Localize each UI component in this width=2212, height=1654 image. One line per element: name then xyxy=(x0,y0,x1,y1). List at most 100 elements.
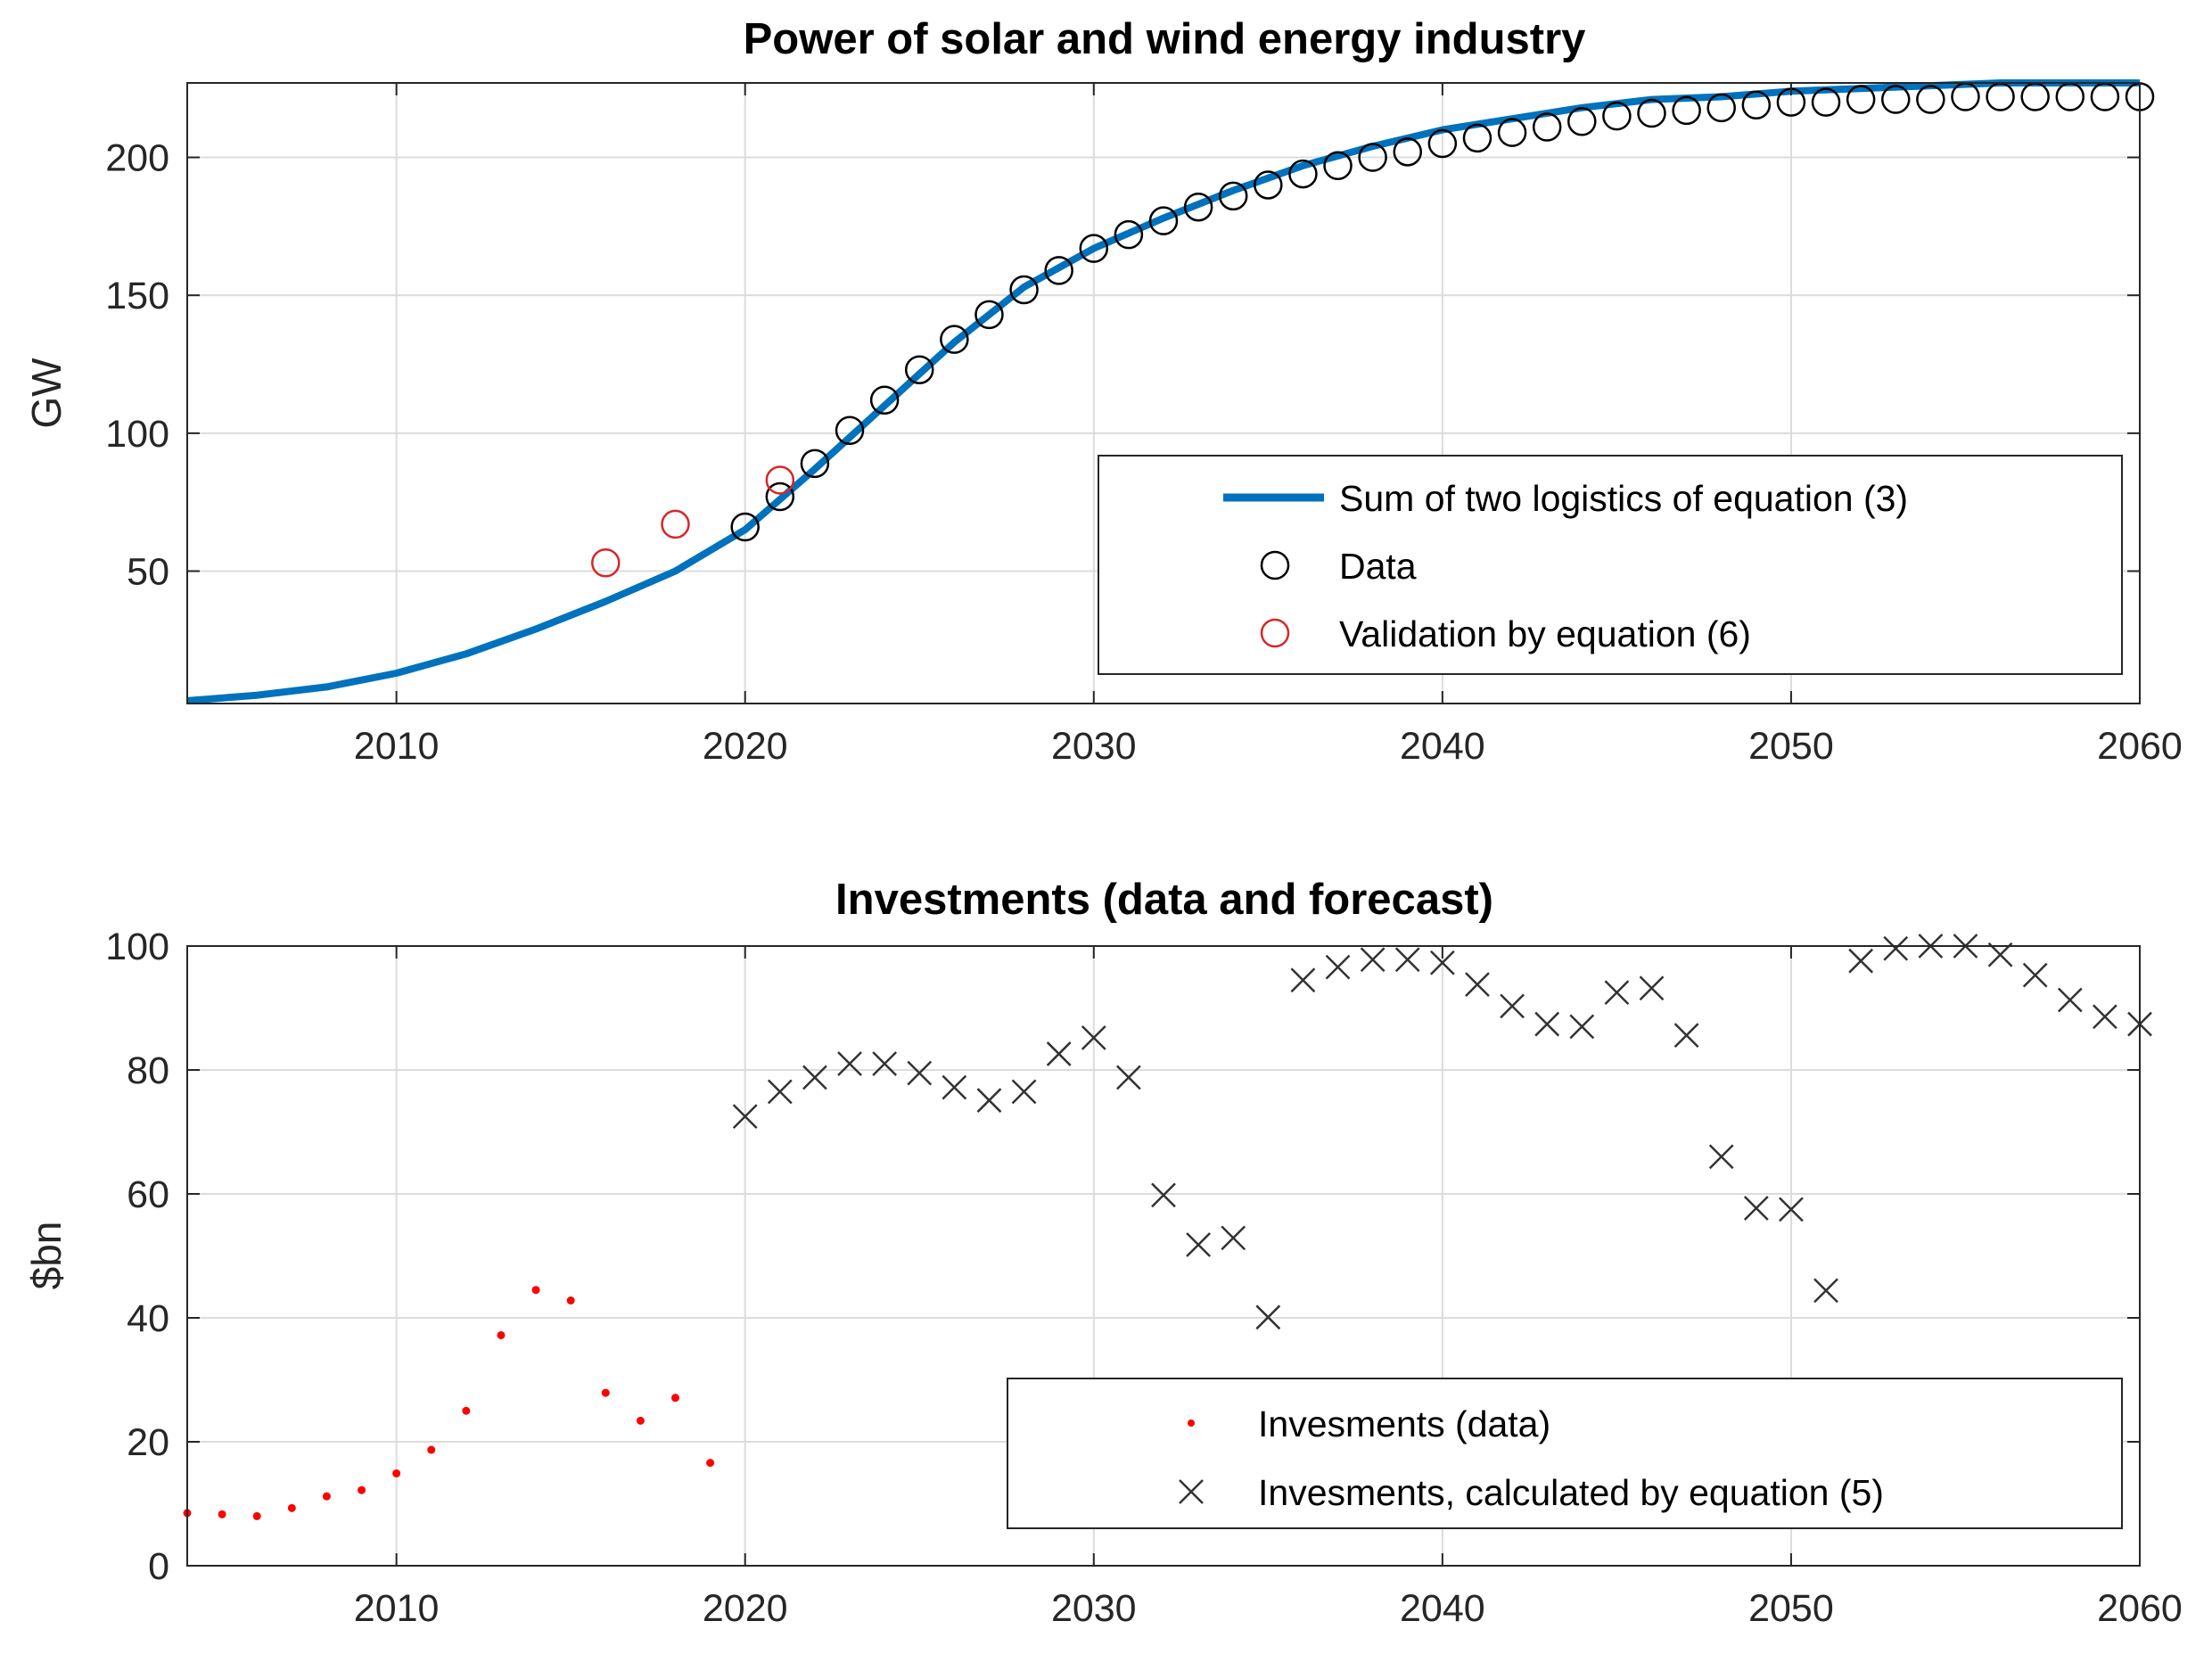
legend-label-line: Sum of two logistics of equation (3) xyxy=(1339,478,1908,519)
data-point xyxy=(1393,137,1422,167)
y-tick-label: 20 xyxy=(127,1421,169,1464)
investment-calculated-point xyxy=(1290,967,1316,993)
investment-calculated-point xyxy=(1429,950,1455,975)
x-tick-label: 2030 xyxy=(1051,725,1137,768)
data-point xyxy=(1672,95,1701,126)
investment-data-point xyxy=(392,1469,401,1477)
chart-investments: Investments (data and forecast) 2010 2020… xyxy=(23,876,2183,1630)
x-tick-label: 2020 xyxy=(703,1587,788,1630)
axes-box xyxy=(186,82,2141,704)
investment-data-point xyxy=(566,1296,575,1305)
investment-calculated-point xyxy=(1813,1278,1838,1304)
data-point xyxy=(1637,98,1666,128)
data-point xyxy=(765,481,795,512)
legend-dot-marker xyxy=(1188,1419,1195,1427)
data-point xyxy=(1462,123,1492,153)
data-point xyxy=(1323,151,1353,181)
investment-calculated-point xyxy=(872,1051,898,1076)
investment-calculated-point xyxy=(1081,1024,1106,1050)
legend-circle-marker xyxy=(1260,550,1290,580)
legend-label-calculated: Invesments, calculated by equation (5) xyxy=(1258,1472,1884,1513)
data-point xyxy=(1916,85,1945,114)
investment-calculated-point xyxy=(942,1074,967,1100)
data-point xyxy=(1148,206,1179,235)
investment-data-point xyxy=(287,1503,296,1512)
data-point xyxy=(974,300,1004,330)
data-point xyxy=(835,416,865,446)
data-point xyxy=(1288,159,1318,189)
data-point xyxy=(1567,107,1597,136)
data-point xyxy=(1532,112,1562,142)
data-point xyxy=(1741,90,1772,119)
y-tick-label: 100 xyxy=(105,926,169,968)
investment-calculated-point xyxy=(1639,975,1665,1001)
data-point xyxy=(1009,275,1039,305)
data-point xyxy=(730,512,760,542)
y-axis-label: GW xyxy=(23,358,70,429)
axes-box xyxy=(186,945,2141,1567)
data-point xyxy=(905,355,934,384)
x-tick-label: 2040 xyxy=(1400,1587,1485,1630)
legend-box xyxy=(1007,1378,2123,1529)
y-tick-label: 0 xyxy=(148,1545,169,1588)
validation-point xyxy=(765,465,795,495)
y-tick-label: 80 xyxy=(127,1049,169,1092)
investment-calculated-point xyxy=(907,1060,933,1086)
investment-calculated-point xyxy=(1708,1144,1734,1170)
y-tick-label: 50 xyxy=(127,551,169,594)
investment-data-point xyxy=(706,1459,715,1468)
legend: Sum of two logistics of equation (3) Dat… xyxy=(1098,455,2123,675)
data-point xyxy=(1044,256,1073,285)
data-point xyxy=(800,448,830,479)
axis-ticks: 2010 2020 2030 2040 2050 2060 50 100 150 200 xyxy=(105,83,2183,768)
legend-box xyxy=(1098,455,2123,675)
y-tick-label: 150 xyxy=(105,275,169,317)
investment-data-point xyxy=(462,1406,471,1415)
chart-title: Investments (data and forecast) xyxy=(835,876,1493,924)
investment-calculated-point xyxy=(1046,1041,1072,1066)
investment-calculated-point xyxy=(976,1088,1002,1113)
data-point xyxy=(1183,192,1213,222)
x-tick-label: 2030 xyxy=(1051,1587,1137,1630)
investment-calculated-point xyxy=(837,1051,862,1076)
investment-data-point xyxy=(636,1416,645,1425)
investment-calculated-point xyxy=(1500,993,1525,1019)
investment-calculated-point xyxy=(1325,954,1351,980)
investment-data-point xyxy=(671,1394,679,1403)
legend-label-data: Invesments (data) xyxy=(1258,1403,1550,1444)
investment-calculated-point xyxy=(767,1079,793,1105)
investment-calculated-point xyxy=(1987,942,2013,967)
data-series xyxy=(183,934,2152,1520)
fit-curve-line xyxy=(186,79,2140,704)
investment-calculated-point xyxy=(1743,1196,1769,1221)
investment-data-point xyxy=(601,1388,610,1397)
investment-data-point xyxy=(322,1492,331,1501)
investment-calculated-point xyxy=(1116,1065,1141,1090)
data-point xyxy=(1254,170,1283,200)
investment-calculated-point xyxy=(2022,962,2048,988)
y-tick-label: 100 xyxy=(105,413,169,456)
data-point xyxy=(940,325,969,354)
x-tick-label: 2020 xyxy=(703,725,788,768)
investment-calculated-point xyxy=(1011,1079,1037,1105)
investment-calculated-point xyxy=(1848,948,1874,974)
x-tick-label: 2050 xyxy=(1748,1587,1834,1630)
data-point xyxy=(1706,93,1736,123)
legend-label-data: Data xyxy=(1339,546,1417,587)
data-point xyxy=(1846,85,1876,114)
investment-calculated-point xyxy=(1883,935,1909,961)
investment-calculated-point xyxy=(1604,980,1630,1006)
investment-calculated-point xyxy=(1673,1023,1699,1048)
x-tick-label: 2010 xyxy=(354,725,440,768)
y-tick-label: 60 xyxy=(127,1173,169,1216)
legend-validation-marker xyxy=(1260,618,1290,648)
data-point xyxy=(1218,181,1248,211)
data-series xyxy=(186,79,2155,704)
investment-data-point xyxy=(252,1511,261,1520)
investment-data-point xyxy=(218,1510,226,1518)
investment-data-point xyxy=(531,1286,540,1295)
legend-label-validation: Validation by equation (6) xyxy=(1339,613,1751,654)
data-point xyxy=(1811,87,1841,117)
investment-data-point xyxy=(427,1445,436,1454)
